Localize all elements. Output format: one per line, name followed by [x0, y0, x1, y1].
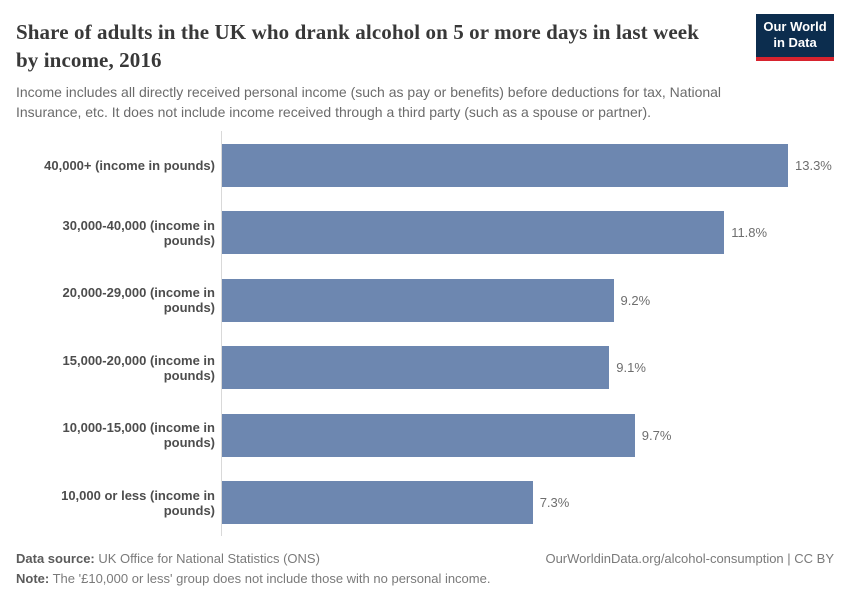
bar[interactable]: [222, 481, 533, 525]
data-source-text: UK Office for National Statistics (ONS): [98, 551, 320, 567]
header-text: Share of adults in the UK who drank alco…: [16, 18, 738, 122]
bar-track: 13.3%: [221, 131, 834, 199]
owid-url[interactable]: OurWorldinData.org/alcohol-consumption |…: [545, 551, 834, 567]
chart-row: 10,000-15,000 (income in pounds) 9.7%: [16, 401, 834, 469]
bar[interactable]: [222, 143, 788, 187]
category-label: 20,000-29,000 (income in pounds): [62, 285, 215, 316]
value-label: 7.3%: [539, 495, 570, 511]
value-label: 13.3%: [795, 157, 832, 173]
chart-row: 40,000+ (income in pounds) 13.3%: [16, 131, 834, 199]
bar[interactable]: [222, 346, 610, 390]
value-label: 9.1%: [616, 360, 646, 376]
chart-row: 15,000-20,000 (income in pounds) 9.1%: [16, 333, 834, 402]
page-title: Share of adults in the UK who drank alco…: [16, 20, 699, 73]
chart-row: 10,000 or less (income in pounds) 7.3%: [16, 468, 834, 537]
bar-track: 9.1%: [221, 333, 834, 402]
category-label: 10,000 or less (income in pounds): [61, 487, 215, 518]
bar-track: 9.7%: [221, 401, 834, 469]
note-text: The '£10,000 or less' group does not inc…: [52, 571, 491, 587]
chart-footer: Data source: UK Office for National Stat…: [16, 549, 834, 589]
data-source-line: Data source: UK Office for National Stat…: [16, 549, 490, 569]
bar-track: 9.2%: [221, 266, 834, 334]
footer-left: Data source: UK Office for National Stat…: [16, 549, 490, 589]
value-label: 9.2%: [620, 292, 651, 308]
data-source-label: Data source:: [16, 551, 95, 567]
note-label: Note:: [16, 571, 50, 587]
category-label: 40,000+ (income in pounds): [44, 157, 215, 173]
bar[interactable]: [222, 211, 725, 255]
owid-logo-line1: Our World: [763, 19, 827, 34]
value-label: 11.8%: [731, 225, 768, 241]
chart-header: Share of adults in the UK who drank alco…: [16, 14, 834, 122]
bar[interactable]: [222, 413, 635, 457]
chart-row: 20,000-29,000 (income in pounds) 9.2%: [16, 266, 834, 334]
bar[interactable]: [222, 278, 614, 322]
owid-logo-line2: in Data: [773, 35, 817, 51]
category-label: 15,000-20,000 (income in pounds): [62, 352, 215, 383]
bar-chart: 40,000+ (income in pounds) 13.3% 30,000-…: [16, 131, 834, 537]
category-label: 30,000-40,000 (income in pounds): [62, 217, 215, 248]
note-line: Note: The '£10,000 or less' group does n…: [16, 569, 490, 589]
chart-subtitle: Income includes all directly received pe…: [16, 83, 722, 120]
value-label: 9.7%: [641, 427, 672, 443]
bar-track: 7.3%: [221, 468, 834, 537]
chart-row: 30,000-40,000 (income in pounds) 11.8%: [16, 198, 834, 267]
bar-track: 11.8%: [221, 198, 834, 267]
category-label: 10,000-15,000 (income in pounds): [62, 420, 215, 451]
owid-logo[interactable]: Our World in Data: [756, 14, 834, 61]
